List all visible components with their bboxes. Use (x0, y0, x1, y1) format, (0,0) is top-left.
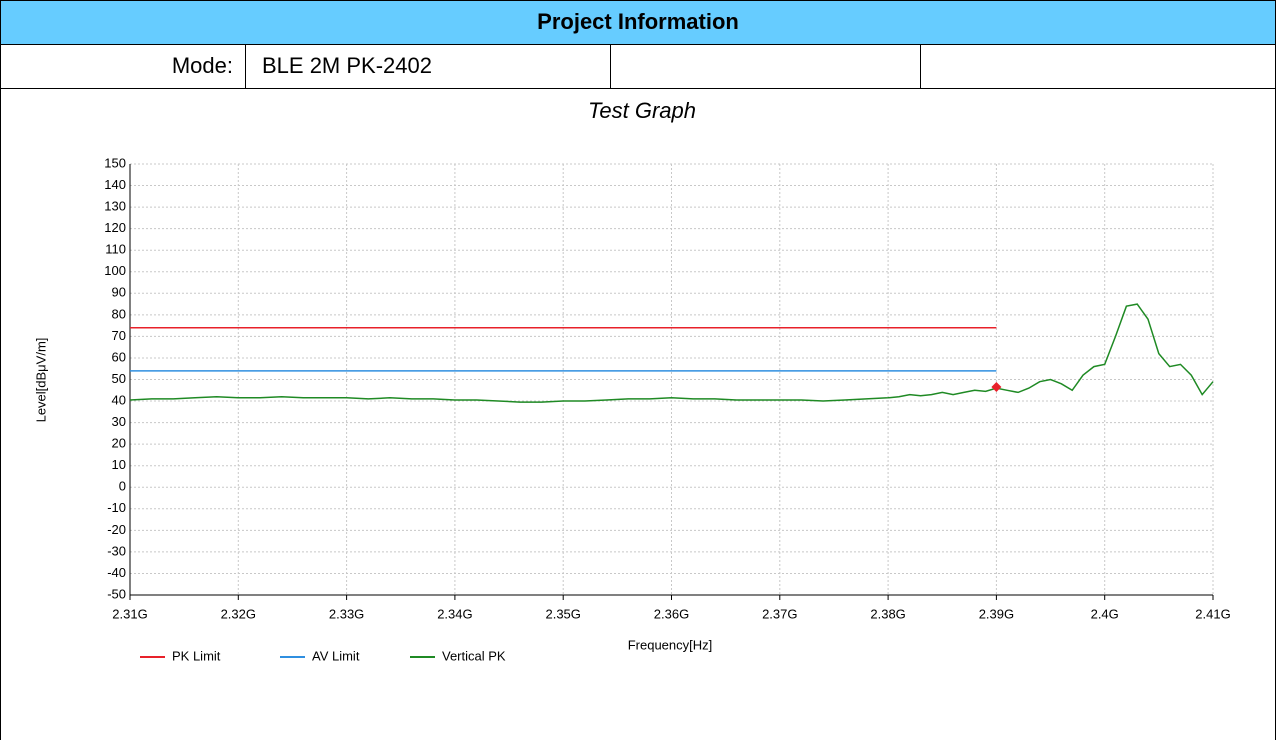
x-tick-label: 2.34G (437, 606, 472, 621)
x-tick-label: 2.31G (112, 606, 147, 621)
x-tick-label: 2.38G (870, 606, 905, 621)
y-tick-label: -10 (107, 500, 126, 515)
x-tick-label: 2.41G (1195, 606, 1230, 621)
y-tick-label: -40 (107, 565, 126, 580)
y-tick-label: 100 (104, 263, 126, 278)
x-tick-label: 2.39G (979, 606, 1014, 621)
x-tick-label: 2.33G (329, 606, 364, 621)
y-tick-label: 60 (112, 349, 126, 364)
y-tick-label: -30 (107, 543, 126, 558)
x-tick-label: 2.32G (221, 606, 256, 621)
x-tick-label: 2.37G (762, 606, 797, 621)
y-tick-label: 20 (112, 436, 126, 451)
header-band (0, 0, 1276, 45)
y-tick-label: 120 (104, 220, 126, 235)
x-tick-label: 2.35G (545, 606, 580, 621)
mode-label: Mode: (172, 53, 233, 78)
x-tick-label: 2.36G (654, 606, 689, 621)
legend-label: AV Limit (312, 648, 360, 663)
mode-row (0, 44, 1276, 89)
y-tick-label: 110 (105, 242, 126, 257)
y-tick-label: 40 (112, 392, 126, 407)
legend-label: Vertical PK (442, 648, 506, 663)
legend-label: PK Limit (172, 648, 221, 663)
y-tick-label: 70 (112, 328, 126, 343)
y-tick-label: 30 (112, 414, 126, 429)
y-tick-label: 140 (104, 177, 126, 192)
chart-title: Test Graph (588, 98, 696, 123)
header-title: Project Information (537, 9, 739, 34)
y-tick-label: 50 (112, 371, 126, 386)
mode-value: BLE 2M PK-2402 (262, 53, 432, 78)
y-tick-label: 150 (104, 155, 126, 170)
marker (991, 382, 1002, 393)
y-tick-label: -50 (107, 586, 126, 601)
y-tick-label: 90 (112, 285, 126, 300)
y-tick-label: 10 (112, 457, 126, 472)
y-tick-label: 80 (112, 306, 126, 321)
x-tick-label: 2.4G (1091, 606, 1119, 621)
y-tick-label: -20 (107, 522, 126, 537)
y-tick-label: 0 (119, 479, 126, 494)
y-axis-label: Level[dBμV/m] (33, 338, 48, 423)
x-axis-label: Frequency[Hz] (628, 637, 713, 652)
series-line (129, 303, 1214, 403)
y-tick-label: 130 (104, 199, 126, 214)
